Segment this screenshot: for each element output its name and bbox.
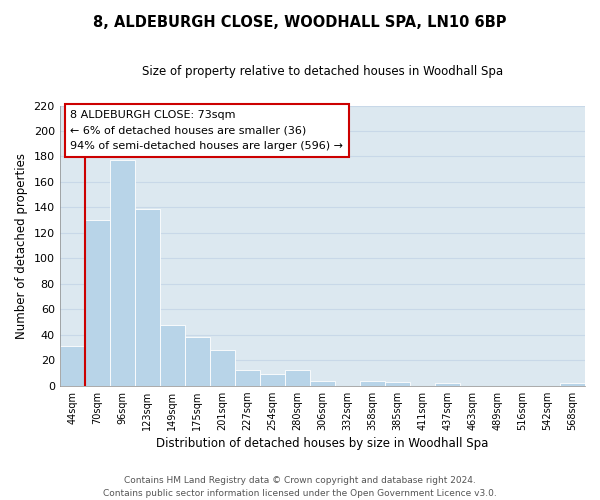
Bar (59, 346, 85, 386)
Title: Size of property relative to detached houses in Woodhall Spa: Size of property relative to detached ho… (142, 65, 503, 78)
Y-axis label: Number of detached properties: Number of detached properties (15, 152, 28, 338)
Bar (435, 383, 460, 386)
Text: Contains HM Land Registry data © Crown copyright and database right 2024.
Contai: Contains HM Land Registry data © Crown c… (103, 476, 497, 498)
Bar (385, 382, 410, 386)
Bar (360, 380, 385, 386)
Bar (310, 380, 335, 386)
Bar (235, 370, 260, 386)
Bar (285, 370, 310, 386)
Bar (135, 208, 160, 386)
Bar (185, 338, 210, 386)
Text: 8 ALDEBURGH CLOSE: 73sqm
← 6% of detached houses are smaller (36)
94% of semi-de: 8 ALDEBURGH CLOSE: 73sqm ← 6% of detache… (70, 110, 343, 151)
Bar (110, 160, 135, 386)
Bar (260, 374, 285, 386)
Bar (560, 383, 585, 386)
Bar (160, 324, 185, 386)
Bar (85, 220, 110, 386)
Text: 8, ALDEBURGH CLOSE, WOODHALL SPA, LN10 6BP: 8, ALDEBURGH CLOSE, WOODHALL SPA, LN10 6… (93, 15, 507, 30)
X-axis label: Distribution of detached houses by size in Woodhall Spa: Distribution of detached houses by size … (156, 437, 488, 450)
Bar (210, 350, 235, 386)
